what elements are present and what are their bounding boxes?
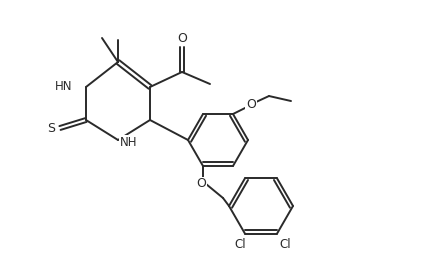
Text: Cl: Cl <box>234 238 246 251</box>
Text: S: S <box>47 122 55 134</box>
Text: O: O <box>246 98 256 110</box>
Text: HN: HN <box>55 80 72 93</box>
Text: Cl: Cl <box>279 238 291 251</box>
Text: O: O <box>177 31 187 44</box>
Text: O: O <box>196 178 206 190</box>
Text: NH: NH <box>120 135 138 149</box>
